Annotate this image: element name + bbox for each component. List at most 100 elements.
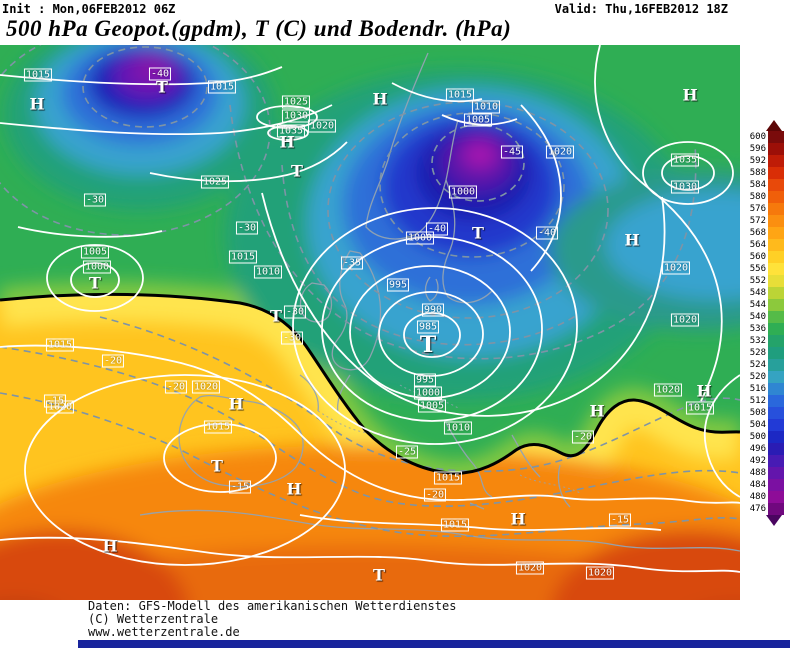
temperature-label: -40 — [535, 226, 559, 240]
colorbar-entry: 512 — [744, 395, 788, 407]
colorbar-value: 524 — [749, 360, 766, 370]
pressure-label: 1015 — [228, 250, 258, 264]
colorbar-swatch — [768, 491, 784, 503]
temperature-label: -20 — [423, 488, 447, 502]
colorbar-swatch — [768, 287, 784, 299]
colorbar-swatch — [768, 191, 784, 203]
colorbar-value: 480 — [749, 492, 766, 502]
temperature-label: -45 — [500, 145, 524, 159]
high-pressure-center: H — [279, 132, 295, 152]
colorbar-entry: 496 — [744, 443, 788, 455]
colorbar-swatch — [768, 335, 784, 347]
colorbar-value: 552 — [749, 276, 766, 286]
colorbar-arrow-down — [766, 515, 782, 526]
high-pressure-center: H — [696, 381, 712, 401]
high-pressure-center: H — [510, 509, 526, 529]
temperature-label: -35 — [340, 256, 364, 270]
colorbar-swatch — [768, 239, 784, 251]
temperature-label: -20 — [571, 430, 595, 444]
colorbar-value: 576 — [749, 204, 766, 214]
colorbar-swatch — [768, 311, 784, 323]
footer-copyright: (C) Wetterzentrale — [88, 612, 219, 626]
colorbar-value: 540 — [749, 312, 766, 322]
colorbar-swatch — [768, 467, 784, 479]
pressure-label: 995 — [386, 278, 410, 292]
colorbar-entry: 548 — [744, 287, 788, 299]
colorbar-entry: 556 — [744, 263, 788, 275]
temperature-contours — [0, 45, 740, 538]
pressure-label: 1015 — [23, 68, 53, 82]
colorbar-value: 588 — [749, 168, 766, 178]
colorbar-value: 508 — [749, 408, 766, 418]
valid-time: Valid: Thu,16FEB2012 18Z — [554, 2, 728, 16]
pressure-label: 1015 — [440, 518, 470, 532]
temperature-label: -15 — [228, 480, 252, 494]
colorbar-entry: 528 — [744, 347, 788, 359]
colorbar-entry: 600 — [744, 131, 788, 143]
pressure-label: 1020 — [191, 380, 221, 394]
colorbar-entry: 508 — [744, 407, 788, 419]
colorbar-swatch — [768, 479, 784, 491]
colorbar-value: 600 — [749, 132, 766, 142]
colorbar-value: 488 — [749, 468, 766, 478]
temperature-label: -20 — [164, 380, 188, 394]
colorbar-value: 536 — [749, 324, 766, 334]
pressure-label: 1020 — [670, 313, 700, 327]
colorbar-swatch — [768, 251, 784, 263]
colorbar-entry: 532 — [744, 335, 788, 347]
colorbar-swatch — [768, 323, 784, 335]
colorbar-entry: 504 — [744, 419, 788, 431]
colorbar-swatch — [768, 167, 784, 179]
low-pressure-center: T — [291, 161, 303, 181]
high-pressure-center: H — [228, 394, 244, 414]
pressure-label: 1030 — [670, 180, 700, 194]
colorbar-swatch — [768, 203, 784, 215]
temperature-label: -30 — [283, 305, 307, 319]
colorbar-value: 500 — [749, 432, 766, 442]
colorbar-swatch — [768, 395, 784, 407]
colorbar-entry: 544 — [744, 299, 788, 311]
colorbar-value: 520 — [749, 372, 766, 382]
high-pressure-center: H — [286, 479, 302, 499]
low-pressure-center: T — [472, 223, 484, 243]
colorbar-entry: 524 — [744, 359, 788, 371]
colorbar-entry: 492 — [744, 455, 788, 467]
colorbar-swatch — [768, 383, 784, 395]
colorbar-swatch — [768, 143, 784, 155]
colorbar-value: 580 — [749, 192, 766, 202]
colorbar-entry: 576 — [744, 203, 788, 215]
pressure-label: 1020 — [585, 566, 615, 580]
colorbar-entry: 476 — [744, 503, 788, 515]
chart-title: 500 hPa Geopot.(gpdm), T (C) und Bodendr… — [6, 16, 512, 41]
colorbar-swatch — [768, 299, 784, 311]
colorbar-value: 512 — [749, 396, 766, 406]
colorbar-value: 492 — [749, 456, 766, 466]
temperature-label: -40 — [425, 222, 449, 236]
pressure-label: 990 — [421, 303, 445, 317]
colorbar-swatch — [768, 131, 784, 143]
low-pressure-center: T — [156, 77, 168, 97]
pressure-label: 995 — [413, 373, 437, 387]
colorbar-value: 568 — [749, 228, 766, 238]
high-pressure-center: H — [29, 94, 45, 114]
pressure-label: 1020 — [545, 145, 575, 159]
colorbar-value: 584 — [749, 180, 766, 190]
pressure-label: 1005 — [463, 113, 493, 127]
colorbar-swatch — [768, 275, 784, 287]
colorbar-value: 596 — [749, 144, 766, 154]
pressure-label: 1020 — [307, 119, 337, 133]
colorbar-value: 484 — [749, 480, 766, 490]
high-pressure-center: H — [624, 230, 640, 250]
pressure-label: 985 — [416, 320, 440, 334]
temperature-label: -40 — [148, 67, 172, 81]
colorbar-entry: 596 — [744, 143, 788, 155]
colorbar-value: 528 — [749, 348, 766, 358]
colorbar-entry: 592 — [744, 155, 788, 167]
colorbar-value: 572 — [749, 216, 766, 226]
pressure-label: 1015 — [203, 420, 233, 434]
colorbar-entry: 560 — [744, 251, 788, 263]
pressure-label: 1020 — [653, 383, 683, 397]
colorbar-swatch — [768, 227, 784, 239]
pressure-label: 1005 — [80, 245, 110, 259]
